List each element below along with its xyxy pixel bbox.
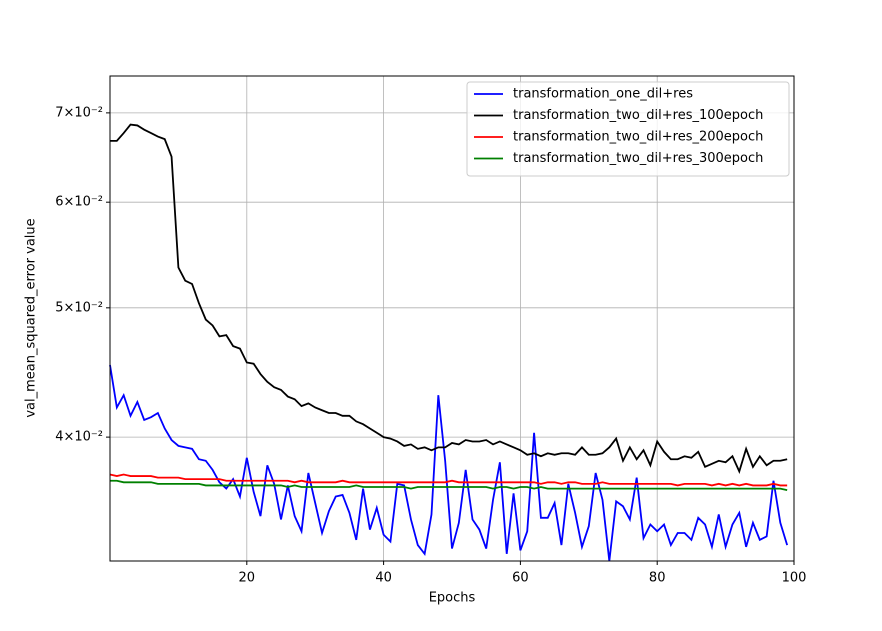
legend-label: transformation_two_dil+res_100epoch	[513, 108, 763, 123]
legend-label: transformation_two_dil+res_200epoch	[513, 130, 763, 145]
y-tick-label: 6×10⁻²	[55, 195, 103, 210]
x-tick-label: 80	[649, 571, 666, 586]
data-line	[109, 364, 789, 562]
y-tick-label: 4×10⁻²	[55, 430, 103, 445]
x-tick-label: 100	[782, 571, 807, 586]
x-axis-label: Epochs	[429, 591, 476, 606]
y-tick-label: 5×10⁻²	[55, 300, 103, 315]
x-tick-label: 20	[239, 571, 256, 586]
legend-box	[466, 81, 790, 177]
legend-label: transformation_two_dil+res_300epoch	[513, 151, 763, 166]
data-line	[110, 479, 788, 492]
data-line	[109, 473, 788, 487]
plot-frame	[109, 75, 795, 562]
y-tick-label: 7×10⁻²	[55, 105, 103, 120]
x-tick-label: 40	[375, 571, 392, 586]
data-line	[110, 123, 788, 474]
x-tick-label: 60	[512, 571, 529, 586]
legend-label: transformation_one_dil+res	[513, 87, 693, 102]
y-axis-label: val_mean_squared_error value	[24, 218, 39, 417]
